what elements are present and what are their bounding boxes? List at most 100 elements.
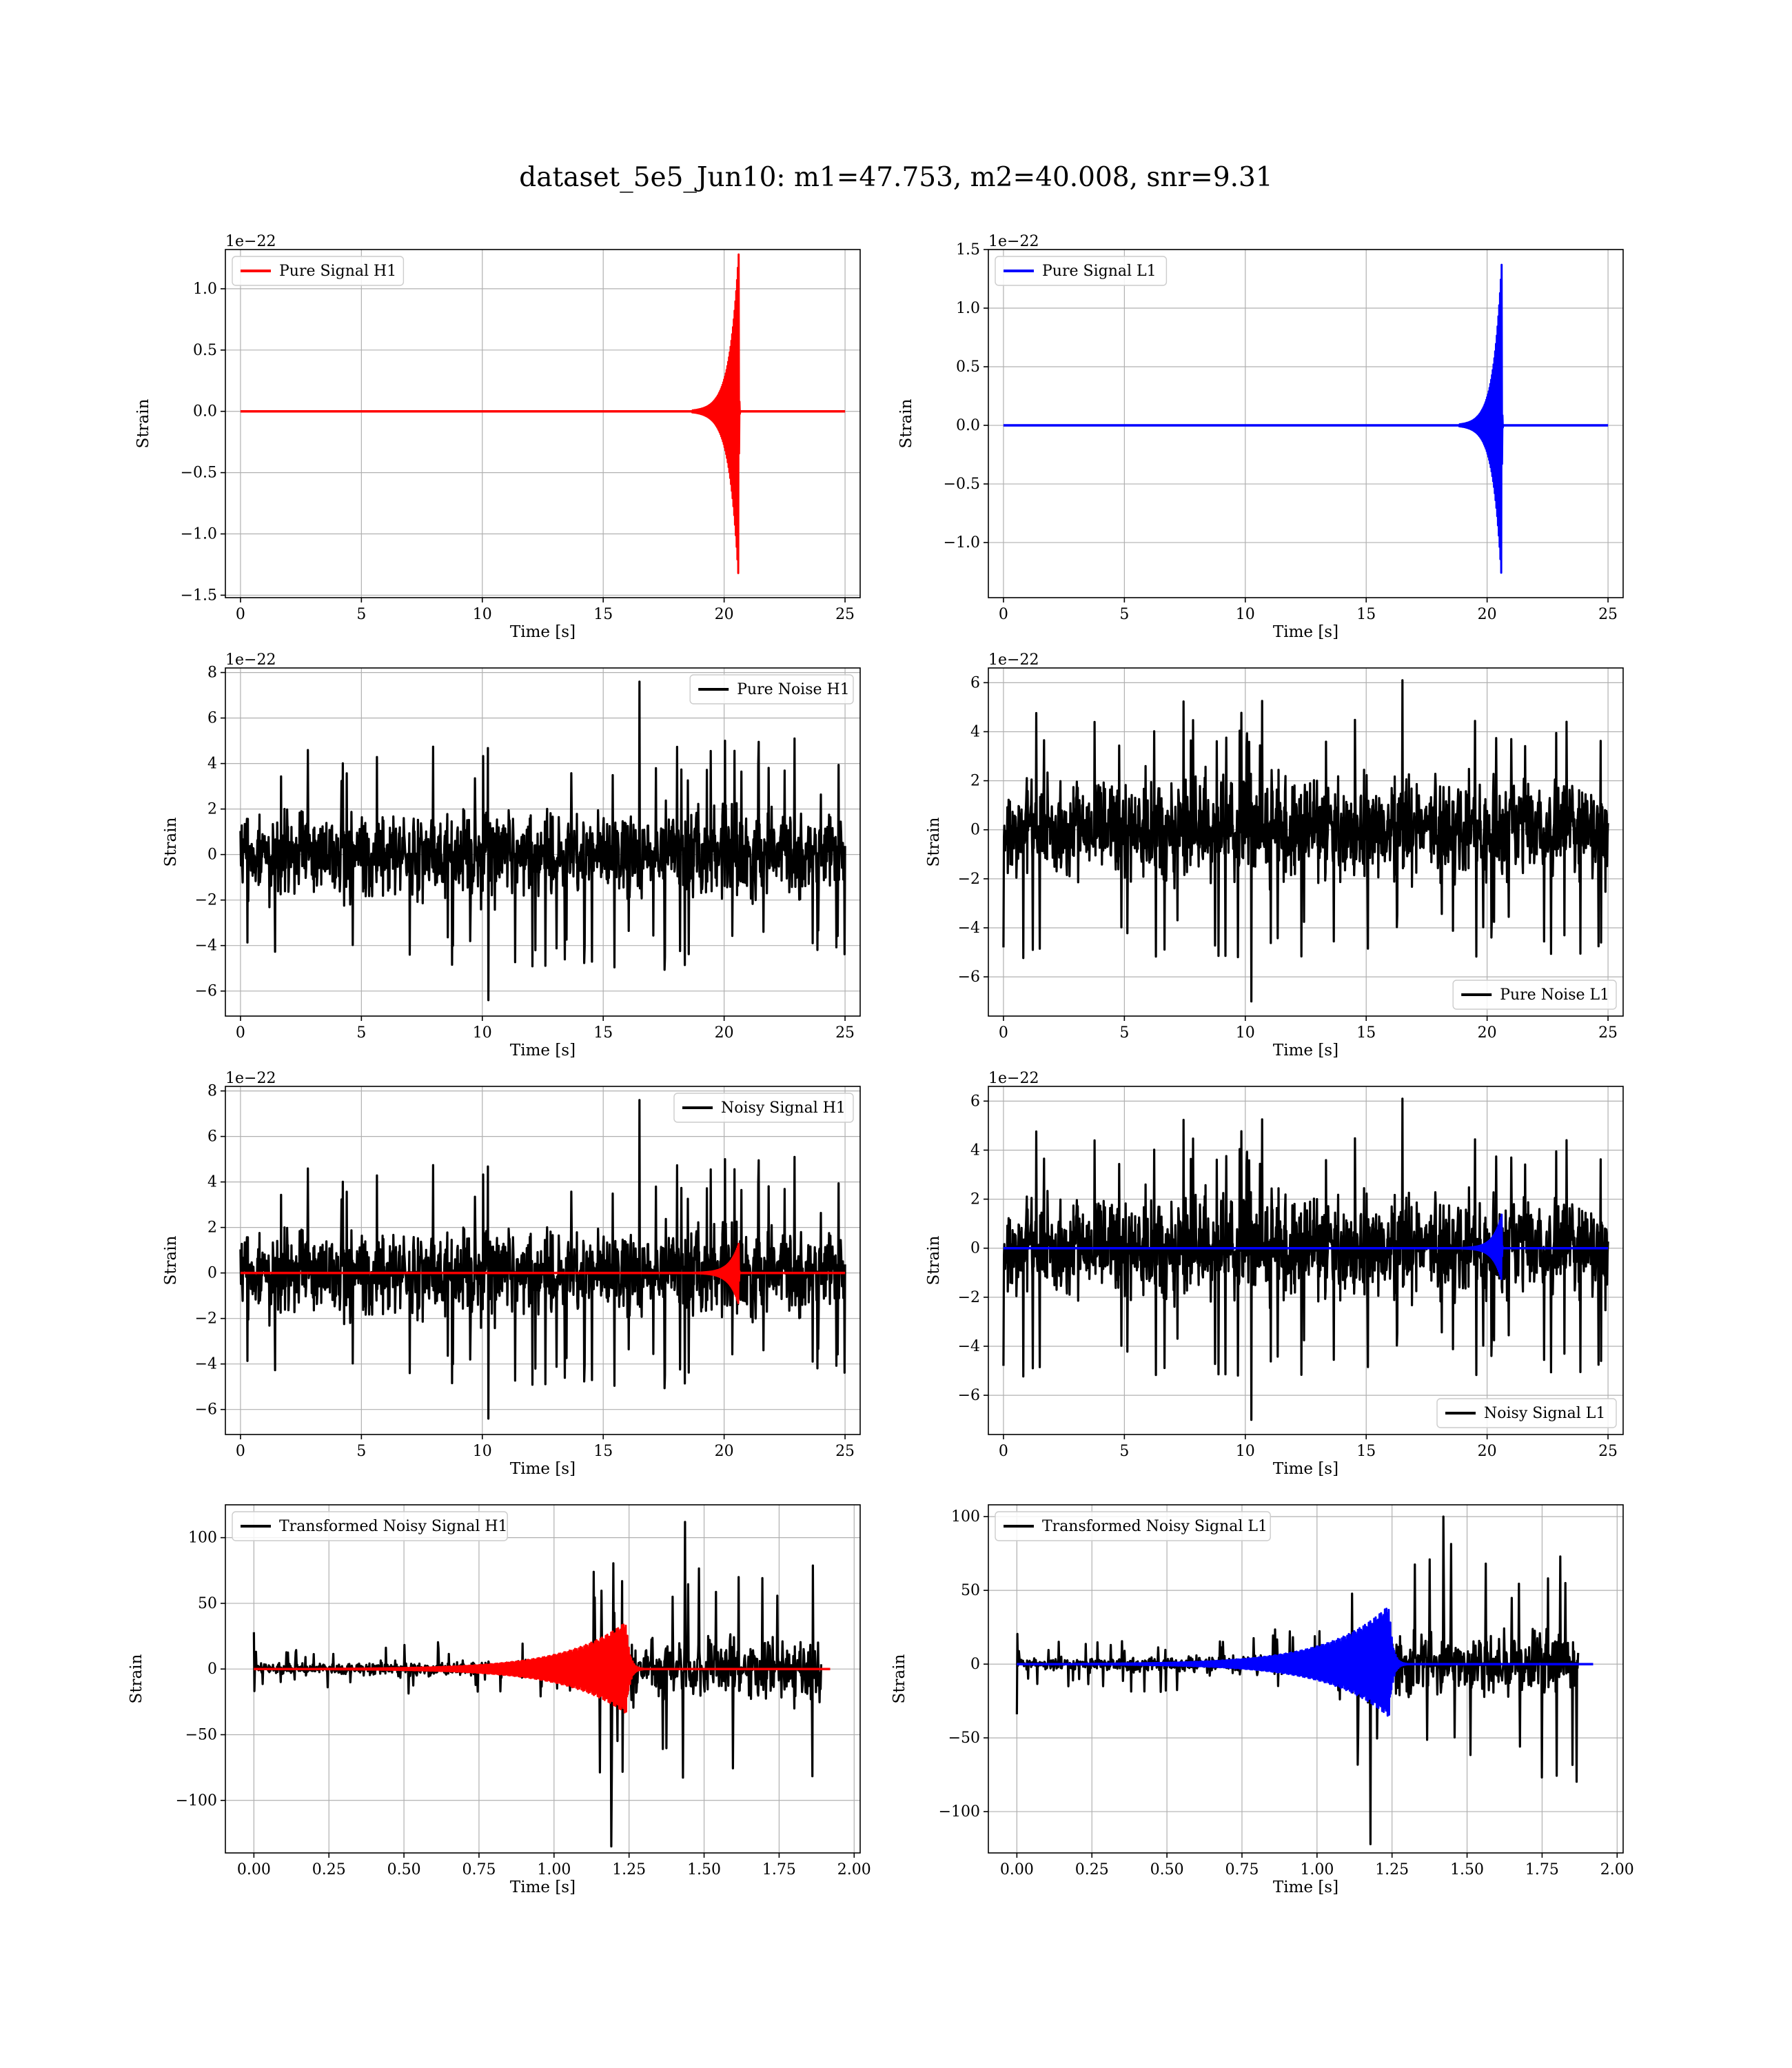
- x-axis-label: Time [s]: [1273, 1878, 1338, 1896]
- y-tick-label: 2: [207, 1219, 217, 1237]
- x-tick-label: 0: [999, 606, 1008, 623]
- y-axis-label: Strain: [134, 398, 152, 448]
- y-tick-label: 1.0: [193, 281, 217, 298]
- legend-label: Transformed Noisy Signal H1: [279, 1518, 508, 1535]
- x-tick-label: 5: [1119, 606, 1129, 623]
- subplot-pure-signal-h1: 0 5 10 15 20 25 −1.5 −1.0 −0.5 0.0 0.5 1.0 Time [s] S…: [134, 233, 861, 641]
- y-tick-label: −1.0: [181, 526, 217, 543]
- y-tick-label: 1.0: [956, 300, 980, 317]
- legend-label: Pure Signal H1: [279, 263, 396, 280]
- y-tick-label: 0: [207, 1661, 217, 1678]
- x-tick-label: 15: [593, 606, 613, 623]
- y-tick-label: 4: [207, 1174, 217, 1191]
- y-tick-label: 6: [207, 1128, 217, 1146]
- series-line-0: [239, 1099, 846, 1420]
- x-tick-label: 20: [715, 1443, 734, 1460]
- y-tick-label: 0.0: [956, 417, 980, 434]
- legend-label: Pure Noise H1: [737, 681, 850, 698]
- legend-box: [673, 1093, 854, 1123]
- subplot-pure-signal-l1: 0 5 10 15 20 25 −1.0 −0.5 0.0 0.5 1.0 1.5 Time [s] St…: [897, 233, 1624, 641]
- y-axis-label: Strain: [925, 817, 943, 866]
- y-tick-label: 4: [207, 756, 217, 773]
- y-tick-label: 4: [970, 723, 980, 740]
- x-tick-label: 5: [356, 1443, 366, 1460]
- x-tick-label: 5: [356, 1024, 366, 1042]
- x-tick-label: 25: [1598, 606, 1618, 623]
- grid: [225, 250, 860, 598]
- y-tick-label: 100: [951, 1508, 980, 1525]
- axes-frame: [225, 1086, 861, 1435]
- x-tick-label: 20: [1478, 606, 1497, 623]
- legend-box: [1452, 980, 1617, 1010]
- y-tick-label: 6: [207, 710, 217, 727]
- x-tick-label: 0: [999, 1024, 1008, 1042]
- y-tick-label: 100: [188, 1530, 217, 1547]
- axes-frame: [988, 667, 1624, 1017]
- x-tick-label: 5: [1119, 1443, 1129, 1460]
- legend-label: Noisy Signal H1: [721, 1099, 846, 1117]
- legend: Pure Noise H1: [689, 674, 854, 704]
- x-tick-label: 0.50: [1150, 1861, 1184, 1878]
- y-tick-label: −6: [195, 983, 217, 1000]
- y-tick-label: 0: [207, 1265, 217, 1282]
- x-axis-label: Time [s]: [510, 1042, 576, 1060]
- y-tick-label: −100: [939, 1803, 980, 1821]
- legend-box: [995, 256, 1168, 286]
- series-group: [1003, 263, 1609, 574]
- legend-label: Pure Noise L1: [1500, 986, 1609, 1004]
- y-tick-label: 0: [970, 1656, 980, 1673]
- y-axis-label: Strain: [128, 1654, 145, 1703]
- y-tick-label: 0: [970, 1240, 980, 1257]
- y-tick-label: 0.5: [193, 342, 217, 359]
- x-tick-label: 0: [236, 1024, 245, 1042]
- y-tick-label: 0: [970, 822, 980, 839]
- y-tick-label: −4: [195, 1356, 217, 1373]
- legend-box: [1436, 1398, 1617, 1428]
- y-tick-label: 4: [970, 1142, 980, 1159]
- legend-label: Transformed Noisy Signal L1: [1042, 1518, 1267, 1535]
- legend: Pure Noise L1: [1452, 980, 1617, 1010]
- y-tick-label: 2: [970, 1191, 980, 1208]
- series-group: [240, 253, 846, 574]
- series-line-0: [1002, 679, 1609, 1003]
- series-group: [239, 680, 846, 1002]
- x-tick-label: 10: [473, 606, 492, 623]
- x-axis-label: Time [s]: [1273, 623, 1338, 641]
- x-tick-label: 15: [1356, 1443, 1376, 1460]
- axis-offset-text: 1e−22: [225, 233, 276, 250]
- y-tick-label: 0.0: [193, 403, 217, 420]
- axes-frame: [225, 249, 861, 598]
- y-axis-label: Strain: [897, 398, 915, 448]
- x-tick-label: 0: [236, 1443, 245, 1460]
- x-tick-label: 15: [1356, 1024, 1376, 1042]
- axis-offset-text: 1e−22: [988, 233, 1039, 250]
- series-group: [1002, 1097, 1609, 1421]
- x-tick-label: 0.50: [387, 1861, 421, 1878]
- x-tick-label: 25: [835, 1443, 855, 1460]
- series-line-0: [240, 253, 846, 574]
- x-tick-label: 15: [593, 1024, 613, 1042]
- legend-box: [995, 1511, 1271, 1541]
- x-tick-label: 25: [835, 606, 855, 623]
- legend: Noisy Signal L1: [1436, 1398, 1617, 1428]
- subplot-transformed-noisy-signal-h1: 0.00 0.25 0.50 0.75 1.00 1.25 1.50 1.75 2.00 −100…: [128, 1504, 871, 1896]
- y-tick-label: −6: [958, 969, 980, 986]
- x-tick-label: 10: [1236, 606, 1255, 623]
- y-tick-label: 6: [970, 1093, 980, 1110]
- x-tick-label: 0.00: [1000, 1861, 1034, 1878]
- axis-offset-text: 1e−22: [225, 651, 276, 669]
- x-axis-label: Time [s]: [1273, 1042, 1338, 1060]
- x-tick-label: 2.00: [1600, 1861, 1634, 1878]
- axes-frame: [988, 1086, 1624, 1435]
- subplot-noisy-signal-h1: 0 5 10 15 20 25 −6 −4 −2 0 2 4 6 8 Time [s] Strain 1e−22…: [162, 1070, 861, 1478]
- y-tick-label: −4: [195, 937, 217, 955]
- x-tick-label: 0: [236, 606, 245, 623]
- legend-box: [689, 674, 854, 704]
- subplot-transformed-noisy-signal-l1: 0.00 0.25 0.50 0.75 1.00 1.25 1.50 1.75 2.00 −100…: [890, 1504, 1634, 1896]
- legend-box: [232, 1511, 508, 1541]
- y-tick-label: −100: [176, 1792, 217, 1810]
- y-tick-label: −0.5: [181, 465, 217, 482]
- y-tick-label: 8: [207, 1083, 217, 1100]
- legend: Noisy Signal H1: [673, 1093, 854, 1123]
